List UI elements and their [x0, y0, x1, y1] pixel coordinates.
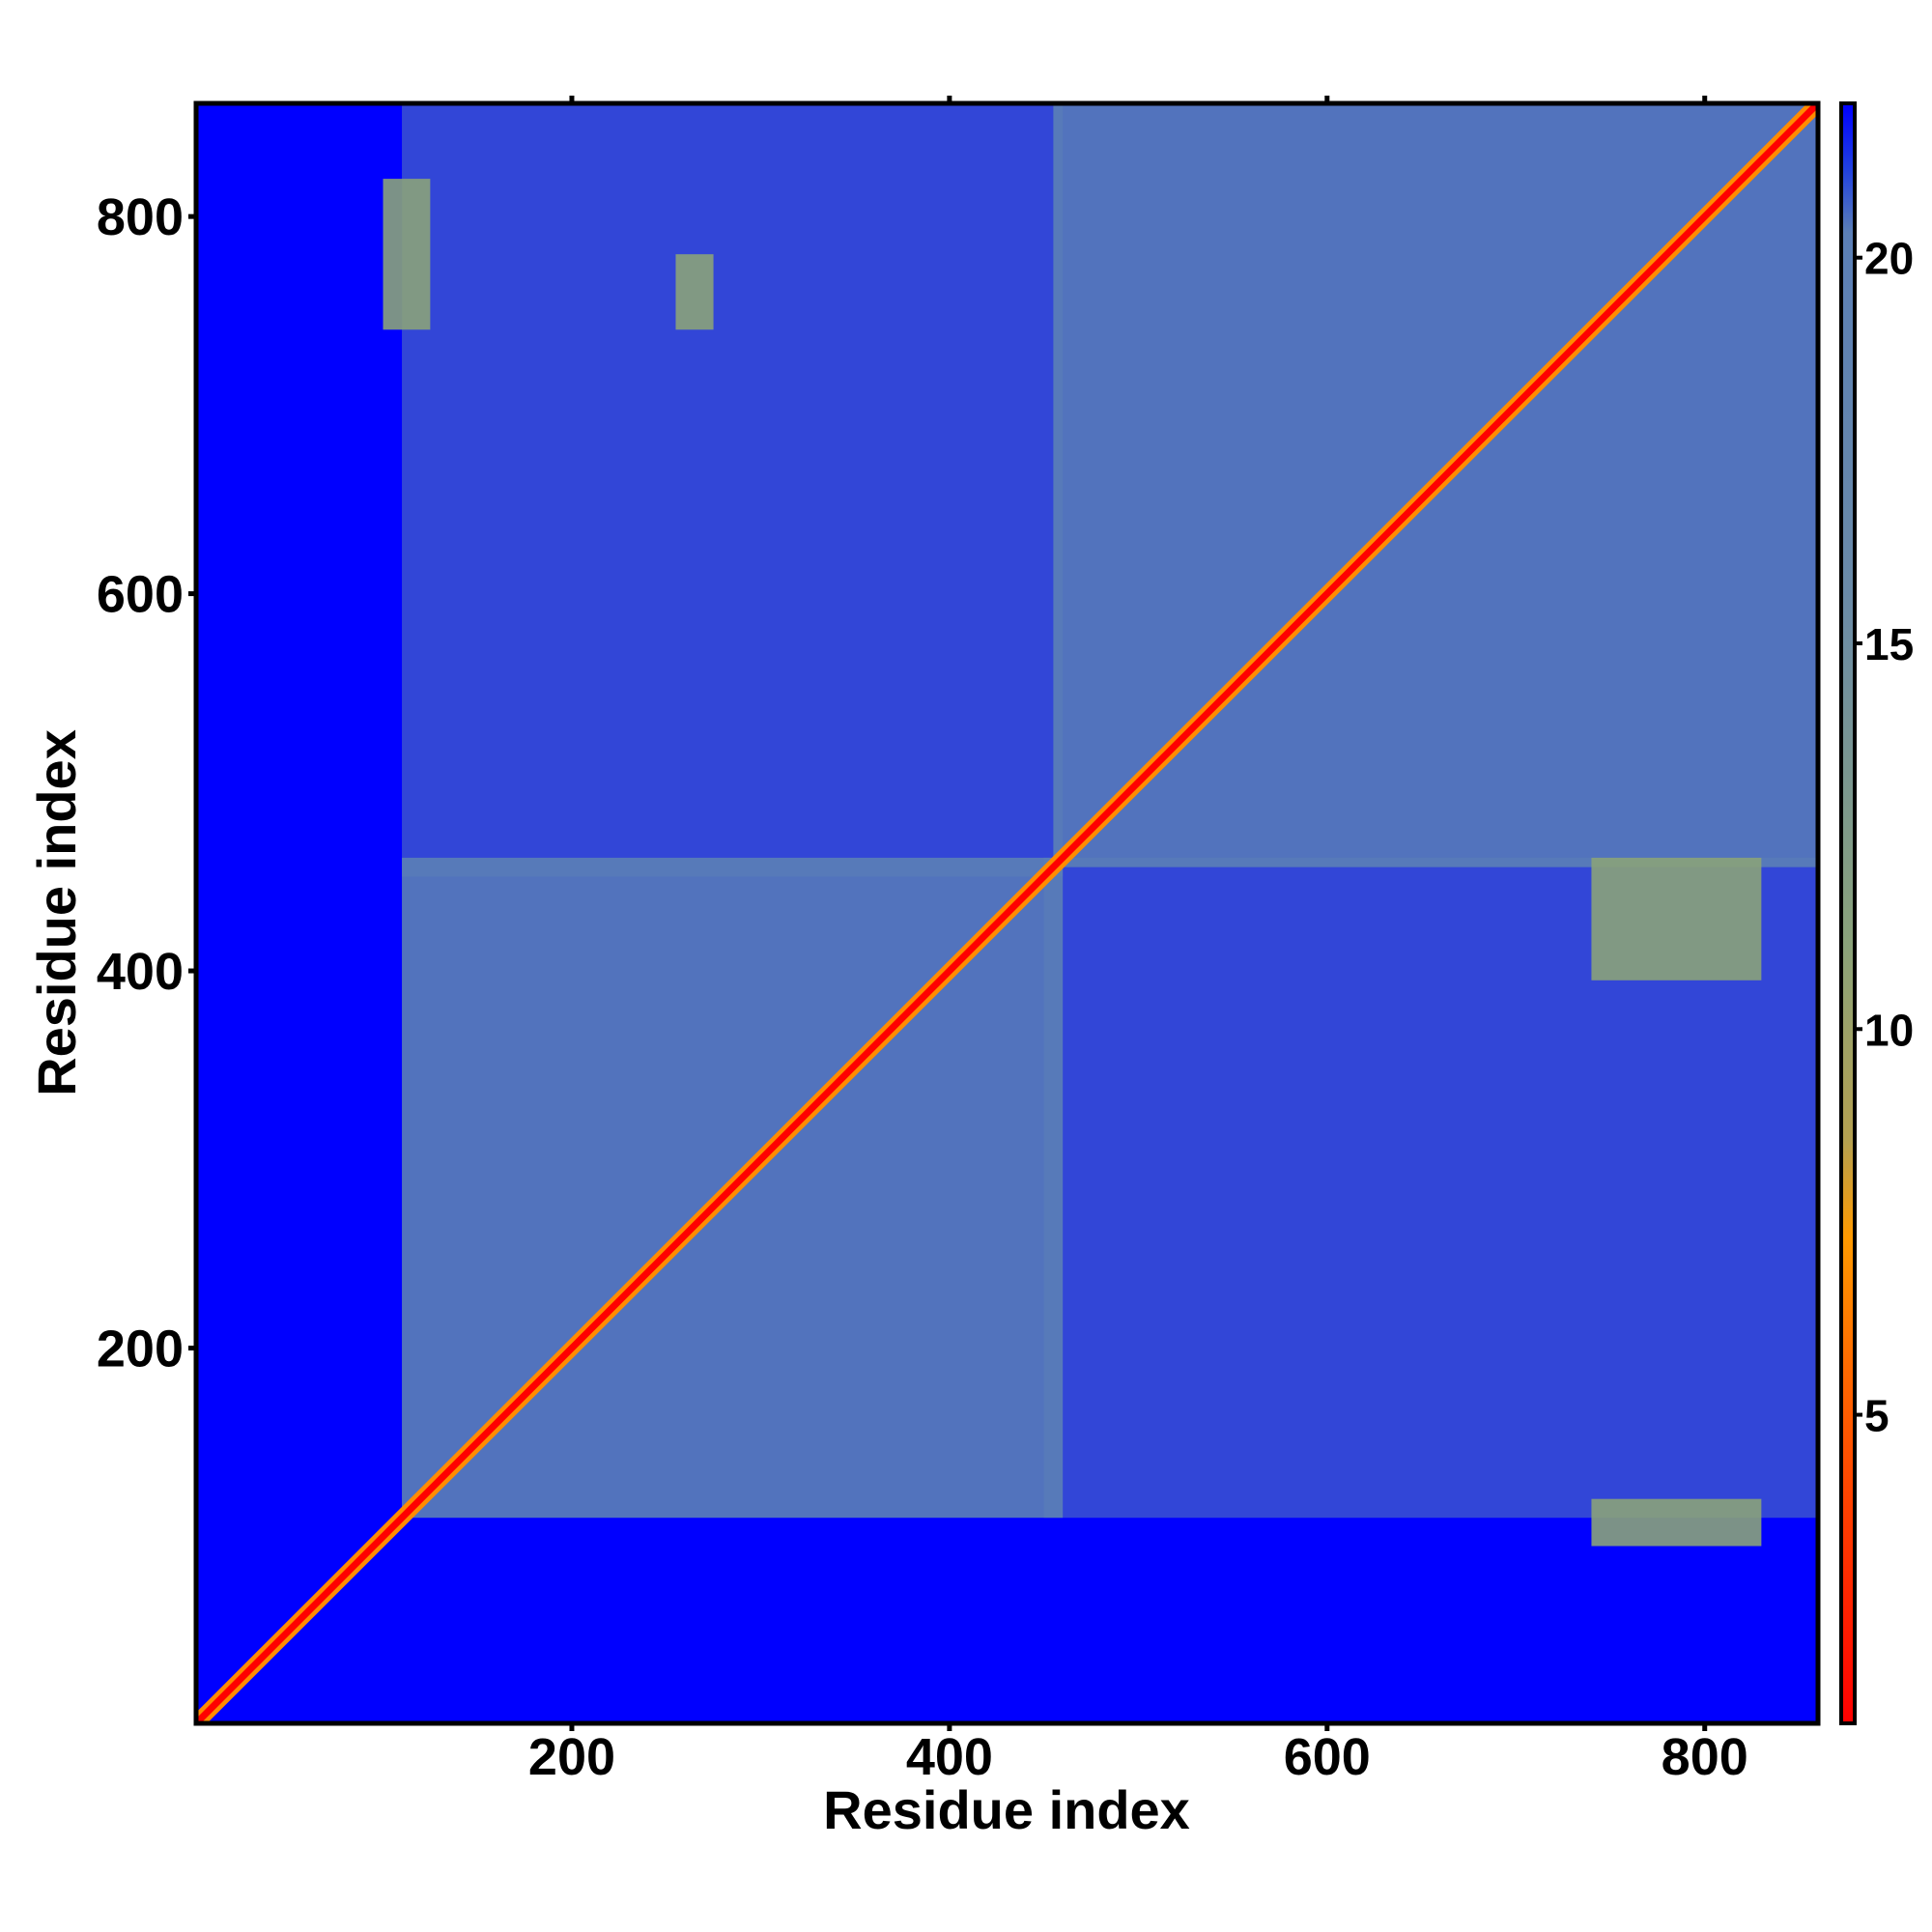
- x-axis-title: Residue index: [823, 1779, 1190, 1840]
- x-axis: 200 400 600 800: [528, 96, 1748, 1786]
- y-tick-label: 600: [97, 566, 184, 624]
- y-tick-label: 800: [97, 188, 184, 246]
- colorbar-ticks: 5 10 15 20: [1855, 234, 1914, 1441]
- diagonal-line: [196, 103, 1818, 1723]
- colorbar: 5 10 15 20: [1839, 101, 1914, 1725]
- contact-block: [383, 179, 431, 330]
- contact-block: [1591, 857, 1762, 980]
- y-tick-label: 400: [97, 943, 184, 1001]
- colorbar-tick-label: 10: [1864, 1005, 1914, 1055]
- contact-block: [402, 103, 1064, 877]
- plot-frame: [193, 100, 1821, 1726]
- x-tick-label: 600: [1284, 1728, 1371, 1786]
- contact-block: [675, 254, 714, 330]
- diagonal-band: [196, 103, 1818, 1723]
- contact-block: [1591, 1498, 1762, 1547]
- y-tick-label: 200: [97, 1320, 184, 1378]
- x-tick-label: 400: [906, 1728, 993, 1786]
- colorbar-tick-label: 20: [1864, 234, 1914, 284]
- y-axis-title: Residue index: [26, 729, 87, 1096]
- y-axis: 200 400 600 800: [97, 188, 196, 1378]
- x-tick-label: 200: [528, 1728, 615, 1786]
- plot-area: [196, 103, 1818, 1723]
- x-tick-label: 800: [1662, 1728, 1748, 1786]
- colorbar-tick-label: 5: [1864, 1391, 1889, 1441]
- colorbar-tick-label: 15: [1864, 619, 1914, 669]
- colorbar-gradient: [1839, 101, 1857, 1725]
